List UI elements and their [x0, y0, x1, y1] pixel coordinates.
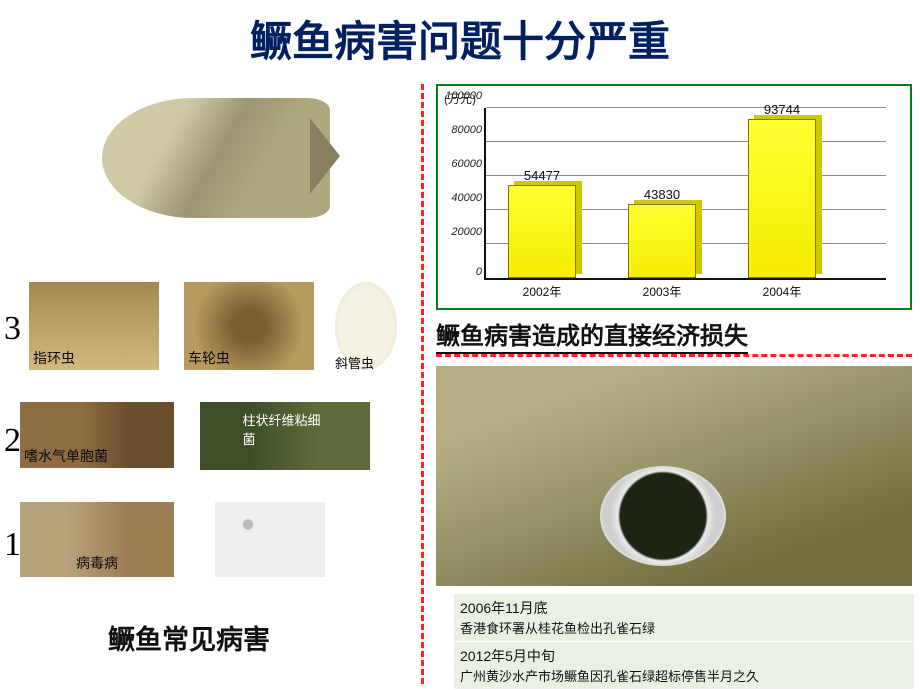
news-body-2006: 香港食环署从桂花鱼检出孔雀石绿	[460, 618, 908, 637]
row-number-3: 3	[4, 310, 21, 348]
chart-ytick: 80000	[440, 124, 482, 136]
chart-bar: 43830	[628, 204, 696, 279]
chart-ytick: 40000	[440, 192, 482, 204]
chart-bar: 93744	[748, 119, 816, 278]
chart-plot-area: 020000400006000080000100000544772002年438…	[484, 108, 886, 280]
specimen-aeromonas-label: 嗜水气单胞菌	[24, 446, 108, 466]
specimen-ringworm: 指环虫	[29, 282, 159, 370]
specimen-virus-micro	[215, 502, 325, 577]
left-panel: 3 2 1 指环虫 车轮虫 斜管虫 嗜水气单胞菌 柱状纤维粘细菌 病毒病 鳜鱼常…	[0, 84, 421, 690]
chart-gridline	[486, 107, 886, 108]
chart-caption: 鳜鱼病害造成的直接经济损失	[436, 316, 748, 354]
specimen-virus-fish: 病毒病	[20, 502, 174, 577]
news-date-2006: 2006年11月底	[460, 598, 908, 618]
chart-gridline	[486, 141, 886, 142]
chart-xlabel: 2002年	[502, 283, 582, 300]
right-panel: (万元) 02000040000600008000010000054477200…	[430, 84, 916, 690]
vertical-divider	[421, 84, 424, 684]
chart-ytick: 0	[440, 266, 482, 278]
chart-ytick: 20000	[440, 226, 482, 238]
specimen-wheelworm: 车轮虫	[184, 282, 314, 370]
page-title: 鳜鱼病害问题十分严重	[0, 0, 920, 69]
specimen-flexibacter-label: 柱状纤维粘细菌	[243, 410, 328, 448]
row-number-1: 1	[4, 526, 21, 564]
horizontal-divider	[436, 354, 912, 357]
chart-ytick: 60000	[440, 158, 482, 170]
chart-bar: 54477	[508, 185, 576, 278]
chart-bar-value: 43830	[644, 187, 680, 202]
specimen-virus-label: 病毒病	[76, 553, 118, 573]
content-area: 3 2 1 指环虫 车轮虫 斜管虫 嗜水气单胞菌 柱状纤维粘细菌 病毒病 鳜鱼常…	[0, 84, 920, 690]
fish-illustration	[102, 98, 330, 218]
chart-xlabel: 2003年	[622, 283, 702, 300]
specimen-aeromonas: 嗜水气单胞菌	[20, 402, 174, 468]
news-body-2012: 广州黄沙水产市场鳜鱼因孔雀石绿超标停售半月之久	[460, 666, 908, 685]
malachite-green-photo	[436, 366, 912, 586]
specimen-wheelworm-label: 车轮虫	[188, 348, 230, 368]
sample-dish	[600, 466, 726, 566]
news-item-2012: 2012年5月中旬 广州黄沙水产市场鳜鱼因孔雀石绿超标停售半月之久	[454, 642, 914, 689]
news-item-2006: 2006年11月底 香港食环署从桂花鱼检出孔雀石绿	[454, 594, 914, 641]
specimen-oblique-label: 斜管虫	[335, 353, 374, 372]
news-date-2012: 2012年5月中旬	[460, 646, 908, 666]
chart-bar-value: 54477	[524, 168, 560, 183]
specimen-ringworm-label: 指环虫	[33, 348, 75, 368]
chart-bar-value: 93744	[764, 102, 800, 117]
left-section-title: 鳜鱼常见病害	[108, 618, 270, 657]
row-number-2: 2	[4, 422, 21, 460]
specimen-flexibacter: 柱状纤维粘细菌	[200, 402, 370, 470]
chart-ytick: 100000	[440, 90, 482, 102]
chart-xlabel: 2004年	[742, 283, 822, 300]
specimen-oblique: 斜管虫	[335, 282, 397, 370]
economic-loss-chart: (万元) 02000040000600008000010000054477200…	[436, 84, 912, 310]
